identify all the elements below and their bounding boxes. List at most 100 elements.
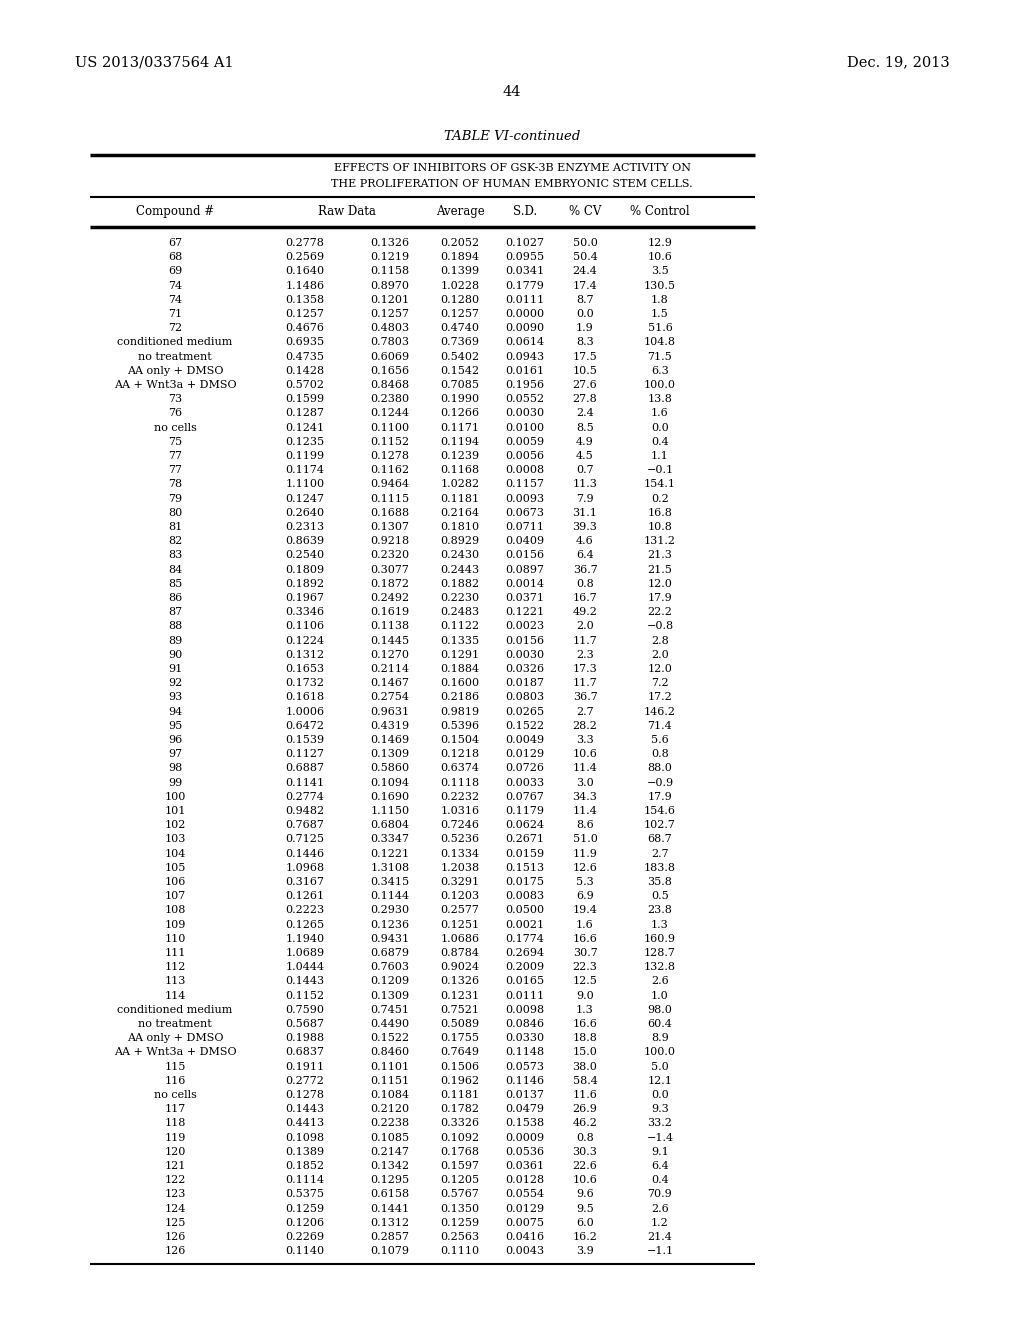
Text: 38.0: 38.0 xyxy=(572,1061,597,1072)
Text: 0.1171: 0.1171 xyxy=(440,422,479,433)
Text: 0.4: 0.4 xyxy=(651,1175,669,1185)
Text: 85: 85 xyxy=(168,578,182,589)
Text: 0.1266: 0.1266 xyxy=(440,408,479,418)
Text: 35.8: 35.8 xyxy=(647,876,673,887)
Text: 0.0624: 0.0624 xyxy=(506,820,545,830)
Text: 0.1118: 0.1118 xyxy=(440,777,479,788)
Text: 0.1100: 0.1100 xyxy=(371,422,410,433)
Text: 0.0614: 0.0614 xyxy=(506,338,545,347)
Text: 0.2443: 0.2443 xyxy=(440,565,479,574)
Text: 0.1326: 0.1326 xyxy=(440,977,479,986)
Text: 0.1235: 0.1235 xyxy=(286,437,325,446)
Text: 0.8639: 0.8639 xyxy=(286,536,325,546)
Text: 0.7649: 0.7649 xyxy=(440,1047,479,1057)
Text: 0.1270: 0.1270 xyxy=(371,649,410,660)
Text: 1.0316: 1.0316 xyxy=(440,807,479,816)
Text: 115: 115 xyxy=(164,1061,185,1072)
Text: 0.2540: 0.2540 xyxy=(286,550,325,561)
Text: 8.9: 8.9 xyxy=(651,1034,669,1043)
Text: 58.4: 58.4 xyxy=(572,1076,597,1086)
Text: 0.1445: 0.1445 xyxy=(371,636,410,645)
Text: 0.0098: 0.0098 xyxy=(506,1005,545,1015)
Text: no treatment: no treatment xyxy=(138,351,212,362)
Text: 12.0: 12.0 xyxy=(647,664,673,675)
Text: 12.1: 12.1 xyxy=(647,1076,673,1086)
Text: 0.5: 0.5 xyxy=(651,891,669,902)
Text: 0.5687: 0.5687 xyxy=(286,1019,325,1030)
Text: 109: 109 xyxy=(164,920,185,929)
Text: 0.5402: 0.5402 xyxy=(440,351,479,362)
Text: 0.2857: 0.2857 xyxy=(371,1232,410,1242)
Text: 0.1241: 0.1241 xyxy=(286,422,325,433)
Text: 1.6: 1.6 xyxy=(577,920,594,929)
Text: 0.1312: 0.1312 xyxy=(371,1218,410,1228)
Text: 0.0330: 0.0330 xyxy=(506,1034,545,1043)
Text: 1.0006: 1.0006 xyxy=(286,706,325,717)
Text: 0.1110: 0.1110 xyxy=(440,1246,479,1257)
Text: 71.4: 71.4 xyxy=(647,721,673,731)
Text: 0.1882: 0.1882 xyxy=(440,578,479,589)
Text: 8.5: 8.5 xyxy=(577,422,594,433)
Text: 120: 120 xyxy=(164,1147,185,1156)
Text: 2.7: 2.7 xyxy=(651,849,669,858)
Text: 1.3: 1.3 xyxy=(651,920,669,929)
Text: 12.9: 12.9 xyxy=(647,238,673,248)
Text: 2.7: 2.7 xyxy=(577,706,594,717)
Text: 0.1309: 0.1309 xyxy=(371,990,410,1001)
Text: 0.2640: 0.2640 xyxy=(286,508,325,517)
Text: 0.1231: 0.1231 xyxy=(440,990,479,1001)
Text: 82: 82 xyxy=(168,536,182,546)
Text: 0.0033: 0.0033 xyxy=(506,777,545,788)
Text: 0.2778: 0.2778 xyxy=(286,238,325,248)
Text: 0.1205: 0.1205 xyxy=(440,1175,479,1185)
Text: 60.4: 60.4 xyxy=(647,1019,673,1030)
Text: AA only + DMSO: AA only + DMSO xyxy=(127,1034,223,1043)
Text: 26.9: 26.9 xyxy=(572,1105,597,1114)
Text: 0.1956: 0.1956 xyxy=(506,380,545,389)
Text: 0.5767: 0.5767 xyxy=(440,1189,479,1200)
Text: 2.0: 2.0 xyxy=(651,649,669,660)
Text: 0.1261: 0.1261 xyxy=(286,891,325,902)
Text: 0.1428: 0.1428 xyxy=(286,366,325,376)
Text: 0.1199: 0.1199 xyxy=(286,451,325,461)
Text: 19.4: 19.4 xyxy=(572,906,597,915)
Text: 0.1251: 0.1251 xyxy=(440,920,479,929)
Text: 0.7803: 0.7803 xyxy=(371,338,410,347)
Text: 9.3: 9.3 xyxy=(651,1105,669,1114)
Text: 91: 91 xyxy=(168,664,182,675)
Text: 0.1239: 0.1239 xyxy=(440,451,479,461)
Text: 17.3: 17.3 xyxy=(572,664,597,675)
Text: 0.8: 0.8 xyxy=(651,750,669,759)
Text: 93: 93 xyxy=(168,693,182,702)
Text: 0.0156: 0.0156 xyxy=(506,636,545,645)
Text: 0.2186: 0.2186 xyxy=(440,693,479,702)
Text: 0.8460: 0.8460 xyxy=(371,1047,410,1057)
Text: 18.8: 18.8 xyxy=(572,1034,597,1043)
Text: 24.4: 24.4 xyxy=(572,267,597,276)
Text: 0.2164: 0.2164 xyxy=(440,508,479,517)
Text: 126: 126 xyxy=(164,1232,185,1242)
Text: 0.1084: 0.1084 xyxy=(371,1090,410,1100)
Text: 5.6: 5.6 xyxy=(651,735,669,744)
Text: 0.0416: 0.0416 xyxy=(506,1232,545,1242)
Text: 1.1: 1.1 xyxy=(651,451,669,461)
Text: 0.0673: 0.0673 xyxy=(506,508,545,517)
Text: 0.1291: 0.1291 xyxy=(440,649,479,660)
Text: 0.0711: 0.0711 xyxy=(506,521,545,532)
Text: 17.2: 17.2 xyxy=(647,693,673,702)
Text: 0.1181: 0.1181 xyxy=(440,494,479,504)
Text: 0.1467: 0.1467 xyxy=(371,678,410,688)
Text: 0.1350: 0.1350 xyxy=(440,1204,479,1213)
Text: 0.7125: 0.7125 xyxy=(286,834,325,845)
Text: 0.3326: 0.3326 xyxy=(440,1118,479,1129)
Text: 0.1257: 0.1257 xyxy=(286,309,325,319)
Text: 0.1219: 0.1219 xyxy=(371,252,410,263)
Text: 80: 80 xyxy=(168,508,182,517)
Text: 117: 117 xyxy=(165,1105,185,1114)
Text: 0.1218: 0.1218 xyxy=(440,750,479,759)
Text: 23.8: 23.8 xyxy=(647,906,673,915)
Text: 1.6: 1.6 xyxy=(651,408,669,418)
Text: 1.3: 1.3 xyxy=(577,1005,594,1015)
Text: 0.2120: 0.2120 xyxy=(371,1105,410,1114)
Text: 0.2694: 0.2694 xyxy=(506,948,545,958)
